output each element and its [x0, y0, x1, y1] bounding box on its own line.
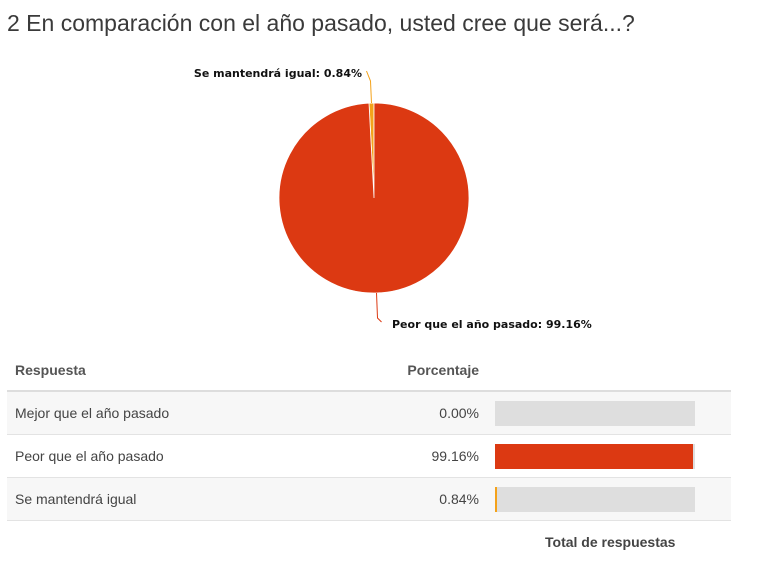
pie-callout-line: [376, 292, 382, 323]
percentage-bar: [495, 486, 695, 512]
row-percentage: 0.84%: [344, 477, 487, 521]
pie-callout-label: Se mantendrá igual: 0.84%: [194, 67, 362, 80]
row-label: Mejor que el año pasado: [7, 391, 345, 435]
pie-callout-line: [366, 70, 372, 104]
table-row: Se mantendrá igual 0.84%: [7, 477, 731, 521]
percentage-bar-fill: [495, 443, 694, 469]
pie-callout-label: Peor que el año pasado: 99.16%: [392, 318, 592, 331]
pie-chart: Se mantendrá igual: 0.84% Peor que el año…: [194, 67, 592, 331]
question-title: 2 En comparación con el año pasado, uste…: [7, 10, 635, 36]
row-percentage: 99.16%: [344, 434, 487, 478]
header-percentage: Porcentaje: [344, 350, 487, 392]
row-label: Se mantendrá igual: [7, 477, 345, 521]
total-responses-label: Total de respuestas: [545, 534, 676, 550]
percentage-bar-fill: [495, 486, 497, 512]
table-row: Mejor que el año pasado 0.00%: [7, 391, 731, 435]
row-percentage: 0.00%: [344, 391, 487, 435]
header-bar: [487, 350, 731, 392]
row-label: Peor que el año pasado: [7, 434, 345, 478]
percentage-bar: [495, 400, 695, 426]
header-response: Respuesta: [7, 350, 345, 392]
table-header-row: Respuesta Porcentaje: [7, 350, 731, 392]
percentage-bar: [495, 443, 695, 469]
table-row: Peor que el año pasado 99.16%: [7, 434, 731, 478]
pie-slice: [278, 102, 470, 294]
results-table: Respuesta Porcentaje Mejor que el año pa…: [7, 350, 731, 521]
